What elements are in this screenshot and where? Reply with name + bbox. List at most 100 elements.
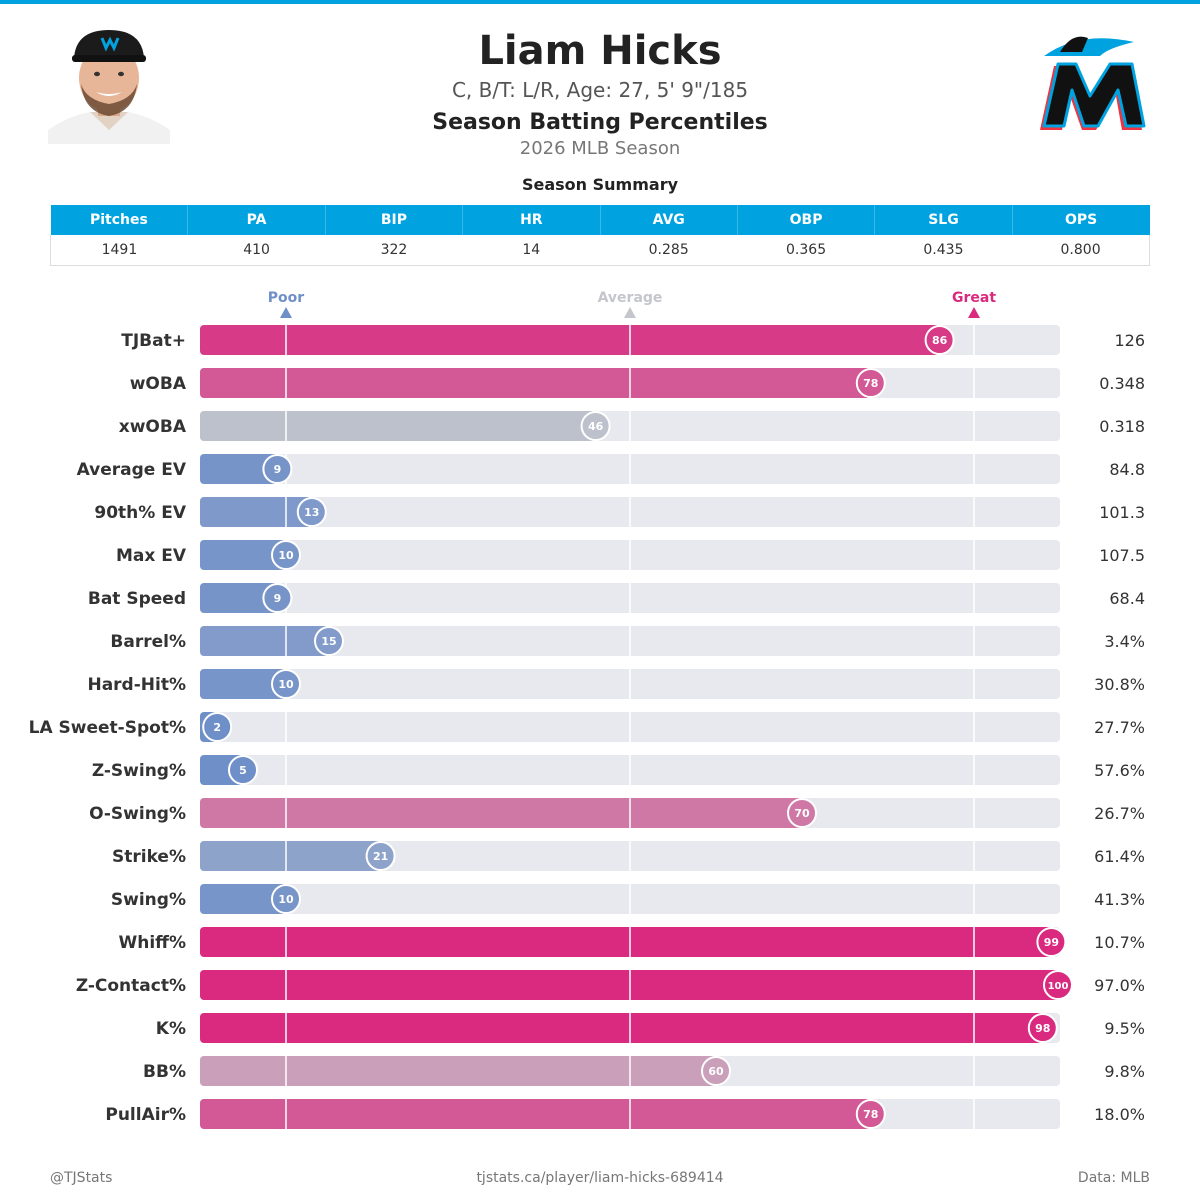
metric-label: Swing% (111, 890, 186, 910)
percentile-value: 2 (213, 721, 221, 734)
summary-value-cell: 322 (325, 235, 463, 266)
percentile-value: 9 (274, 463, 282, 476)
percentile-value: 86 (932, 334, 948, 347)
percentile-marker (262, 583, 293, 613)
metric-label: BB% (143, 1062, 186, 1082)
percentile-marker (787, 798, 817, 828)
percentile-value: 60 (708, 1065, 724, 1078)
stat-value: 18.0% (1094, 1105, 1145, 1124)
stat-value: 41.3% (1094, 890, 1145, 909)
percentile-value: 10 (278, 893, 294, 906)
summary-value-row: 1491 410 322 14 0.285 0.365 0.435 0.800 (49, 235, 1151, 266)
percentile-bar (200, 411, 596, 441)
chart-subtitle: Season Batting Percentiles (432, 110, 768, 135)
percentile-marker (314, 626, 344, 656)
percentile-value: 70 (794, 807, 810, 820)
footer-url: tjstats.ca/player/liam-hicks-689414 (476, 1170, 724, 1186)
percentile-bar (200, 583, 278, 613)
summary-header-row: Pitches PA BIP HR AVG OBP SLG OPS (50, 205, 1150, 235)
percentile-value: 46 (588, 420, 604, 433)
metric-label: Hard-Hit% (87, 675, 186, 695)
stat-value: 26.7% (1094, 804, 1145, 823)
percentile-bar (200, 626, 329, 656)
percentile-marker (262, 454, 293, 484)
metric-label: wOBA (130, 374, 187, 394)
scale-great-arrow-icon (968, 307, 980, 318)
player-headshot (48, 26, 170, 144)
percentile-marker (855, 368, 886, 398)
percentile-value: 78 (863, 377, 878, 390)
summary-value-cell: 0.800 (1012, 235, 1151, 266)
percentile-bar (200, 798, 802, 828)
stat-value: 68.4 (1109, 589, 1145, 608)
percentile-value: 9 (274, 592, 282, 605)
stat-value: 0.318 (1099, 417, 1145, 436)
metric-label: K% (156, 1019, 186, 1039)
metric-label: Bat Speed (88, 589, 186, 609)
stat-value: 97.0% (1094, 976, 1145, 995)
scale-great-label: Great (951, 290, 997, 306)
stat-value: 61.4% (1094, 847, 1145, 866)
footer-handle: @TJStats (50, 1170, 113, 1186)
percentile-marker (202, 712, 233, 742)
stat-value: 9.5% (1104, 1019, 1145, 1038)
percentile-bar (200, 884, 286, 914)
percentile-marker (271, 669, 301, 699)
percentile-marker (580, 411, 611, 441)
percentile-value: 98 (1035, 1022, 1050, 1035)
percentile-bar (200, 1013, 1043, 1043)
percentile-bar (200, 927, 1052, 957)
stat-value: 10.7% (1094, 933, 1145, 952)
percentile-marker (1027, 1013, 1058, 1043)
percentile-bar (200, 325, 940, 355)
percentile-marker (271, 540, 301, 570)
stat-value: 126 (1114, 331, 1145, 350)
stat-value: 107.5 (1099, 546, 1145, 565)
summary-value-cell: 410 (187, 235, 326, 266)
percentile-marker (296, 497, 327, 527)
percentile-value: 5 (239, 764, 247, 777)
season-summary-table: Pitches PA BIP HR AVG OBP SLG OPS 1491 4… (49, 205, 1151, 266)
summary-title: Season Summary (521, 175, 679, 194)
percentile-value: 15 (321, 635, 336, 648)
summary-header-cell: Pitches (50, 205, 189, 235)
metric-label: Z-Swing% (92, 761, 186, 781)
metric-label: Z-Contact% (76, 976, 186, 996)
summary-value-cell: 1491 (49, 235, 188, 266)
metric-label: Strike% (112, 847, 186, 867)
percentile-marker (228, 755, 258, 785)
percentile-marker (1043, 970, 1073, 1000)
player-name: Liam Hicks (478, 28, 722, 74)
stat-value: 3.4% (1104, 632, 1145, 651)
summary-header-cell: OPS (1012, 205, 1150, 235)
season-label: 2026 MLB Season (519, 138, 681, 159)
percentile-value: 21 (373, 850, 388, 863)
percentile-bar (200, 454, 278, 484)
stat-value: 27.7% (1094, 718, 1145, 737)
summary-value-cell: 0.365 (737, 235, 875, 266)
stat-value: 57.6% (1094, 761, 1145, 780)
percentile-marker (365, 841, 396, 871)
metric-label: Whiff% (119, 933, 187, 953)
percentile-marker (701, 1056, 731, 1086)
percentile-value: 13 (304, 506, 319, 519)
percentile-bar (200, 669, 286, 699)
metric-label: O-Swing% (89, 804, 186, 824)
metric-label: PullAir% (105, 1105, 186, 1125)
percentile-bar (200, 1099, 871, 1129)
summary-header-cell: SLG (874, 205, 1013, 235)
scale-average-label: Average (597, 290, 663, 306)
metric-label: Average EV (77, 460, 187, 480)
summary-value-cell: 0.435 (874, 235, 1013, 266)
summary-header-cell: PA (187, 205, 326, 235)
metric-label: xwOBA (119, 417, 187, 437)
stat-value: 84.8 (1109, 460, 1145, 479)
metric-label: TJBat+ (121, 331, 186, 351)
percentile-marker (271, 884, 301, 914)
percentile-marker (1036, 927, 1067, 957)
summary-header-cell: HR (462, 205, 601, 235)
stat-value: 30.8% (1094, 675, 1145, 694)
metric-label: 90th% EV (94, 503, 186, 523)
metric-label: Barrel% (110, 632, 186, 652)
